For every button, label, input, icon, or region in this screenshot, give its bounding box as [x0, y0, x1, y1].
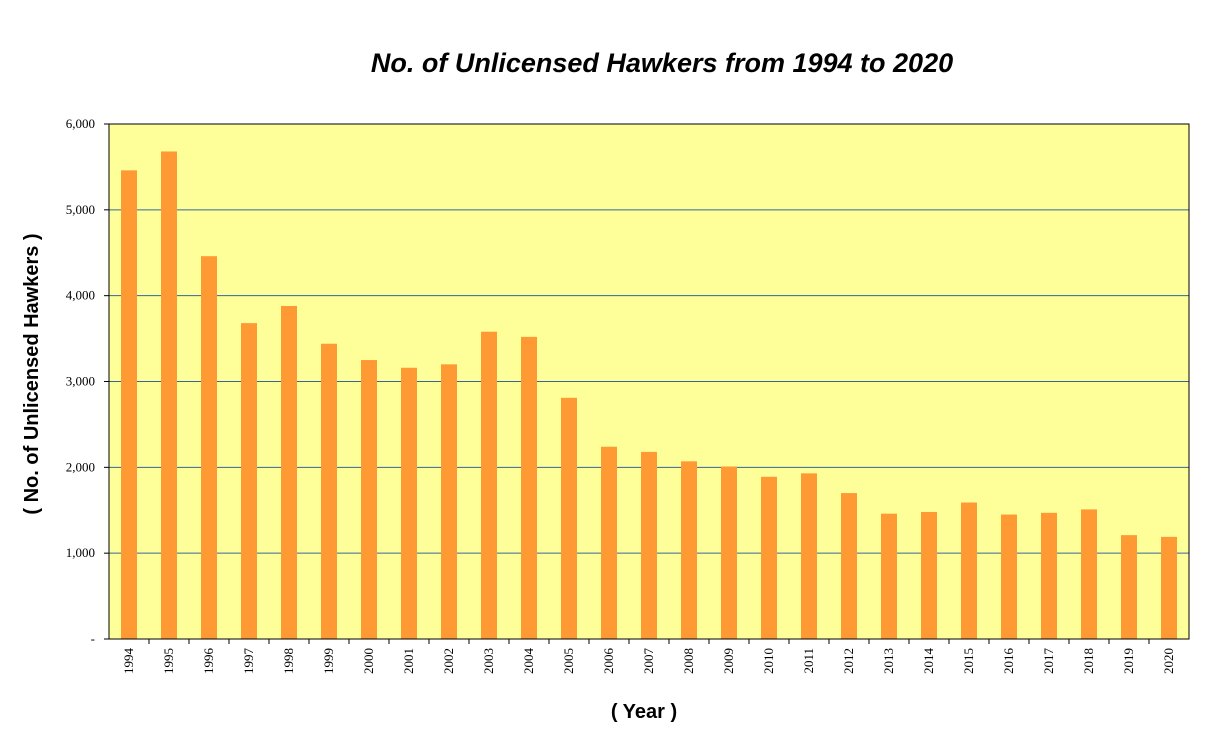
bar-2010 — [761, 476, 777, 639]
x-tick-label: 2012 — [841, 648, 856, 674]
bar-2007 — [641, 451, 657, 639]
x-tick-label: 2017 — [1041, 648, 1056, 675]
x-tick-label: 2018 — [1081, 648, 1096, 674]
bar-1996 — [201, 256, 217, 639]
y-tick-label: 1,000 — [66, 545, 95, 560]
bar-2000 — [361, 360, 377, 639]
bar-2016 — [1001, 514, 1017, 639]
bar-2001 — [401, 367, 417, 639]
y-tick-label: 4,000 — [66, 288, 95, 303]
bar-2009 — [721, 466, 737, 639]
bar-1994 — [121, 170, 137, 639]
bar-2005 — [561, 397, 577, 639]
x-tick-label: 1997 — [241, 648, 256, 675]
bar-2011 — [801, 473, 817, 639]
bar-2012 — [841, 493, 857, 639]
x-tick-label: 2002 — [441, 648, 456, 674]
bars — [121, 151, 1177, 639]
chart-title: No. of Unlicensed Hawkers from 1994 to 2… — [371, 48, 953, 78]
bar-2014 — [921, 511, 937, 639]
x-tick-label: 2005 — [561, 648, 576, 674]
bar-2017 — [1041, 512, 1057, 639]
x-tick-label: 1998 — [281, 648, 296, 674]
x-tick-label: 2004 — [521, 648, 536, 675]
y-axis: - 1,000 2,000 3,000 4,000 5,000 6,000 — [66, 116, 109, 646]
bar-2015 — [961, 502, 977, 639]
x-axis-title: ( Year ) — [611, 701, 677, 723]
x-tick-label: 2019 — [1121, 648, 1136, 674]
bar-1999 — [321, 343, 337, 639]
y-axis-title: ( No. of Unlicensed Hawkers ) — [21, 233, 43, 514]
x-tick-label: 2020 — [1161, 648, 1176, 674]
y-tick-label: - — [91, 631, 95, 646]
bar-1997 — [241, 323, 257, 639]
x-tick-label: 2016 — [1001, 648, 1016, 675]
bar-2020 — [1161, 536, 1177, 639]
bar-1998 — [281, 305, 297, 639]
y-tick-label: 3,000 — [66, 374, 95, 389]
bar-2003 — [481, 331, 497, 639]
x-tick-label: 1995 — [161, 648, 176, 674]
x-axis: 1994 1995 1996 1997 1998 1999 2000 2001 2002 2003… — [121, 639, 1176, 674]
bar-2006 — [601, 446, 617, 639]
bar-2019 — [1121, 535, 1137, 639]
x-tick-label: 1994 — [121, 648, 136, 675]
bar-2004 — [521, 336, 537, 639]
x-tick-label: 2011 — [801, 648, 816, 674]
bar-2002 — [441, 364, 457, 639]
bar-1995 — [161, 151, 177, 639]
x-tick-label: 2000 — [361, 648, 376, 674]
x-tick-label: 2009 — [721, 648, 736, 674]
bar-2018 — [1081, 509, 1097, 639]
bar-2008 — [681, 461, 697, 639]
x-tick-label: 1996 — [201, 648, 216, 675]
y-tick-label: 6,000 — [66, 116, 95, 131]
x-tick-label: 2008 — [681, 648, 696, 674]
x-tick-label: 2013 — [881, 648, 896, 674]
y-tick-label: 2,000 — [66, 459, 95, 474]
x-tick-label: 2001 — [401, 648, 416, 674]
x-tick-label: 2014 — [921, 648, 936, 675]
x-tick-label: 2010 — [761, 648, 776, 674]
x-tick-label: 2015 — [961, 648, 976, 674]
x-tick-label: 2007 — [641, 648, 656, 675]
x-tick-label: 1999 — [321, 648, 336, 674]
x-tick-label: 2006 — [601, 648, 616, 675]
x-tick-label: 2003 — [481, 648, 496, 674]
y-tick-label: 5,000 — [66, 202, 95, 217]
bar-2013 — [881, 513, 897, 639]
